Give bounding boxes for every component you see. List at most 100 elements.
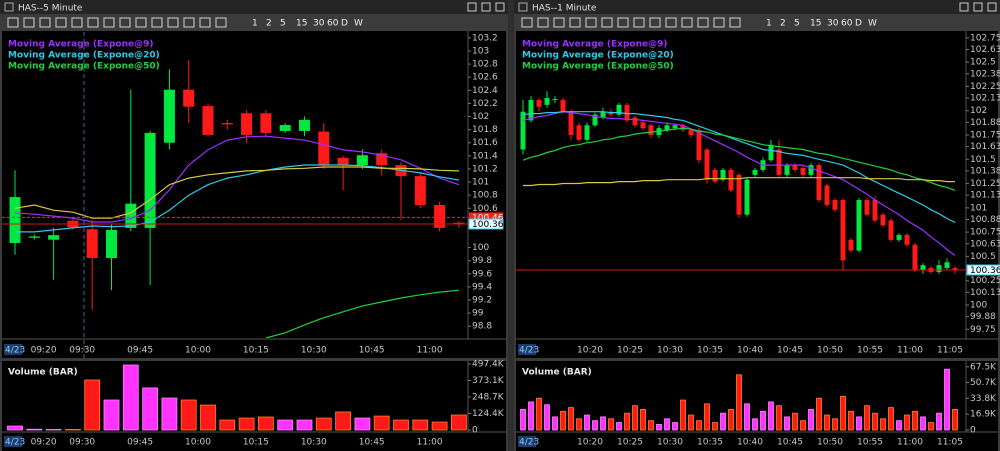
volume-bar — [552, 416, 558, 431]
y-tick-label: 100.75 — [970, 228, 1000, 238]
window-button[interactable] — [987, 2, 997, 12]
price-tag-label: 100.36 — [472, 220, 504, 230]
candle-body — [106, 229, 117, 259]
toolbar-icon[interactable] — [87, 17, 99, 28]
toolbar-icon[interactable] — [7, 17, 19, 28]
toolbar-button[interactable]: W — [354, 19, 363, 29]
toolbar-icon[interactable] — [617, 17, 629, 28]
toolbar-icon[interactable] — [183, 17, 195, 28]
window-button[interactable] — [495, 2, 505, 12]
toolbar-button[interactable]: 5 — [794, 19, 800, 29]
x-tick-label: 10:25 — [617, 346, 643, 356]
volume-bar — [412, 419, 429, 431]
candle-body — [163, 89, 175, 143]
toolbar-icon[interactable] — [151, 17, 163, 28]
legend-entry: Moving Average (Expone@20) — [8, 51, 160, 61]
toolbar-icon[interactable] — [569, 17, 581, 28]
y-tick-label: 103 — [472, 47, 489, 57]
candle-body — [944, 262, 950, 269]
candle-body — [768, 144, 774, 161]
toolbar-button[interactable]: 1 — [252, 19, 258, 29]
window-button[interactable] — [959, 2, 969, 12]
toolbar-icon[interactable] — [537, 17, 549, 28]
x-tick-label: 11:00 — [897, 438, 923, 448]
toolbar-button[interactable]: 2 — [266, 19, 272, 29]
candle-body — [624, 104, 630, 121]
toolbar-icon[interactable] — [697, 17, 709, 28]
toolbar-icon[interactable] — [681, 17, 693, 28]
volume-bar — [45, 429, 62, 431]
candle-body — [792, 165, 798, 170]
toolbar-icon[interactable] — [633, 17, 645, 28]
date-label: 4/23 — [5, 438, 25, 448]
toolbar-icon[interactable] — [55, 17, 67, 28]
y-tick-label: 67.5K — [970, 362, 997, 372]
toolbar-icon[interactable] — [23, 17, 35, 28]
toolbar-button[interactable]: 30 — [313, 19, 325, 29]
toolbar-icon[interactable] — [119, 17, 131, 28]
toolbar-icon[interactable] — [665, 17, 677, 28]
volume-bar — [800, 420, 806, 431]
candle-body — [318, 131, 330, 166]
date-badge — [4, 344, 22, 355]
window-button[interactable] — [481, 2, 491, 12]
toolbar-button[interactable]: 5 — [280, 19, 286, 29]
toolbar-button[interactable]: 2 — [780, 19, 786, 29]
volume-bar — [161, 397, 178, 431]
y-tick-label: 100.13 — [970, 288, 1000, 298]
toolbar-icon[interactable] — [215, 17, 227, 28]
y-tick-label: 101.5 — [970, 155, 996, 165]
candle-body — [221, 123, 233, 125]
x-tick-label: 10:50 — [817, 438, 843, 448]
window-button[interactable] — [973, 2, 983, 12]
toolbar-button[interactable]: 15 — [296, 19, 307, 29]
volume-bar — [560, 410, 566, 431]
toolbar-button[interactable]: 60 — [841, 19, 853, 29]
price-tag — [469, 212, 503, 223]
toolbar-icon[interactable] — [103, 17, 115, 28]
toolbar-button[interactable]: D — [341, 19, 348, 29]
volume-bar — [632, 405, 638, 431]
toolbar-button[interactable]: W — [868, 19, 877, 29]
toolbar-button[interactable]: 15 — [810, 19, 821, 29]
candle-body — [736, 174, 742, 215]
candle-body — [576, 125, 582, 140]
y-tick-label: 0 — [970, 426, 976, 436]
toolbar-icon[interactable] — [601, 17, 613, 28]
toolbar-button[interactable]: D — [855, 19, 862, 29]
volume-bar — [784, 416, 790, 431]
y-tick-label: 99.4 — [472, 282, 492, 292]
moving-average-line — [265, 289, 459, 338]
toolbar-icon[interactable] — [649, 17, 661, 28]
volume-bar — [592, 420, 598, 431]
candle-body — [183, 89, 195, 107]
volume-bar — [536, 397, 542, 431]
toolbar-button[interactable]: 1 — [766, 19, 772, 29]
toolbar-icon[interactable] — [199, 17, 211, 28]
toolbar-button[interactable]: 60 — [327, 19, 339, 29]
x-tick-label: 10:30 — [657, 346, 683, 356]
toolbar-icon[interactable] — [585, 17, 597, 28]
toolbar-icon[interactable] — [167, 17, 179, 28]
window-button[interactable] — [467, 2, 477, 12]
volume-bar — [122, 364, 139, 431]
toolbar-icon[interactable] — [39, 17, 51, 28]
candle-body — [528, 100, 534, 121]
toolbar-icon[interactable] — [729, 17, 741, 28]
legend-entry: Moving Average (Expone@50) — [522, 62, 674, 72]
volume-bar — [520, 409, 526, 431]
toolbar-icon[interactable] — [713, 17, 725, 28]
x-tick-label: 10:00 — [185, 438, 211, 448]
toolbar-icon[interactable] — [521, 17, 533, 28]
candle-body — [86, 229, 98, 259]
y-tick-label: 100 — [472, 243, 489, 253]
volume-bar — [656, 423, 662, 431]
toolbar-icon[interactable] — [135, 17, 147, 28]
toolbar-button[interactable]: 30 — [827, 19, 839, 29]
toolbar-icon[interactable] — [553, 17, 565, 28]
y-tick-label: 124.4K — [472, 409, 505, 419]
toolbar-icon[interactable] — [71, 17, 83, 28]
volume-bar — [816, 397, 822, 431]
price-tag — [468, 218, 504, 230]
